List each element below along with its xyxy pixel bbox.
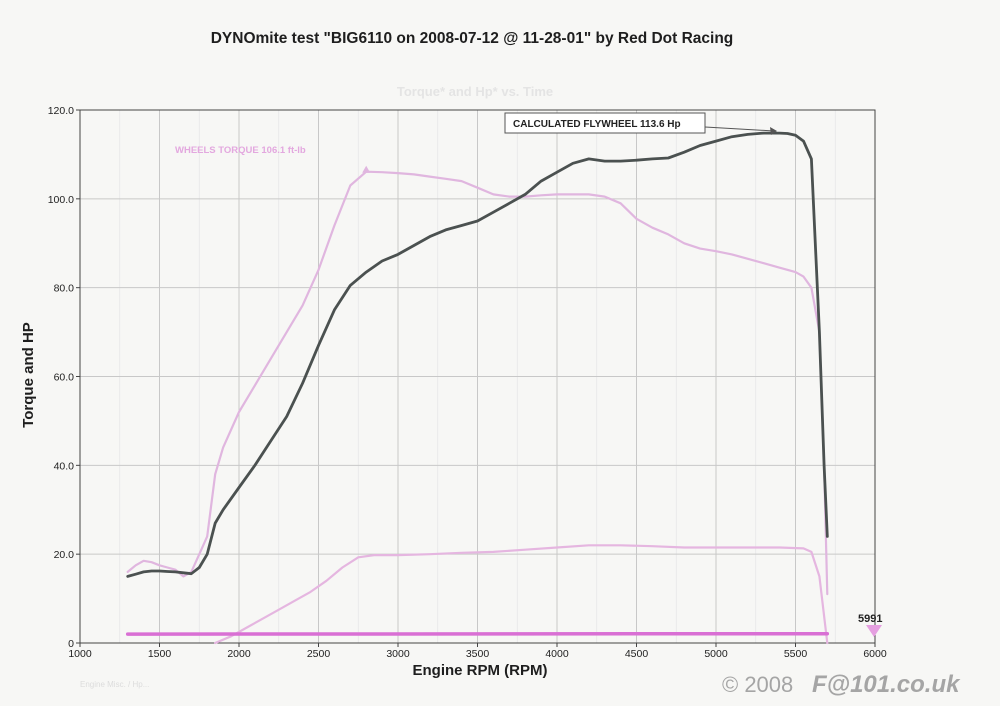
flywheel-annotation-frame xyxy=(504,112,706,134)
torque-peak-marker xyxy=(362,165,371,173)
wheels-torque-line xyxy=(126,170,829,596)
brand-watermark: F@101.co.uk xyxy=(812,671,961,698)
y-tick-label: 0 xyxy=(68,638,74,650)
chart-subtitle: Torque* and Hp* vs. Time xyxy=(397,84,553,99)
y-axis-label: Torque and HP xyxy=(20,322,37,428)
grid xyxy=(80,110,875,643)
rpm-marker-triangle xyxy=(866,625,882,637)
y-tick-label: 60.0 xyxy=(54,372,75,384)
flywheel-annotation: CALCULATED FLYWHEEL 113.6 Hp xyxy=(513,119,681,130)
x-tick-label: 3000 xyxy=(386,648,410,660)
x-tick-label: 5500 xyxy=(784,648,808,660)
x-axis-label: Engine RPM (RPM) xyxy=(413,662,548,679)
x-tick-label: 2000 xyxy=(227,648,251,660)
copyright-text: © 2008 xyxy=(722,672,793,697)
y-tick-label: 20.0 xyxy=(54,549,75,561)
x-tick-label: 6000 xyxy=(863,648,887,660)
y-tick-label: 80.0 xyxy=(54,283,75,295)
x-tick-label: 3500 xyxy=(466,648,490,660)
y-tick-label: 40.0 xyxy=(54,460,75,472)
low-band-line xyxy=(214,544,829,645)
y-axis-ticks: 0 20.0 40.0 60.0 80.0 100.0 120.0 xyxy=(48,105,80,650)
flywheel-annotation-box: CALCULATED FLYWHEEL 113.6 Hp xyxy=(504,112,777,135)
faint-footer-note: Engine Misc. / Hp... xyxy=(80,680,149,689)
x-axis-ticks: 1000 1500 2000 2500 3000 3500 4000 4500 5000 5500… xyxy=(68,643,887,660)
x-tick-label: 4000 xyxy=(545,648,569,660)
flywheel-annotation-arrowhead xyxy=(770,127,777,135)
chart-title: DYNOmite test "BIG6110 on 2008-07-12 @ 1… xyxy=(211,30,734,47)
x-tick-label: 4500 xyxy=(625,648,649,660)
x-tick-label: 5000 xyxy=(704,648,728,660)
y-tick-label: 100.0 xyxy=(48,194,74,206)
rpm-marker-label: 5991 xyxy=(858,613,882,625)
torque-annotation: WHEELS TORQUE 106.1 ft-lb xyxy=(175,145,306,156)
x-tick-label: 1000 xyxy=(68,648,92,660)
series-lines xyxy=(125,131,830,645)
flywheel-annotation-leader xyxy=(704,126,775,132)
flywheel-hp-line xyxy=(126,131,829,578)
y-tick-label: 120.0 xyxy=(48,105,74,117)
x-tick-label: 2500 xyxy=(307,648,331,660)
x-tick-label: 1500 xyxy=(148,648,172,660)
